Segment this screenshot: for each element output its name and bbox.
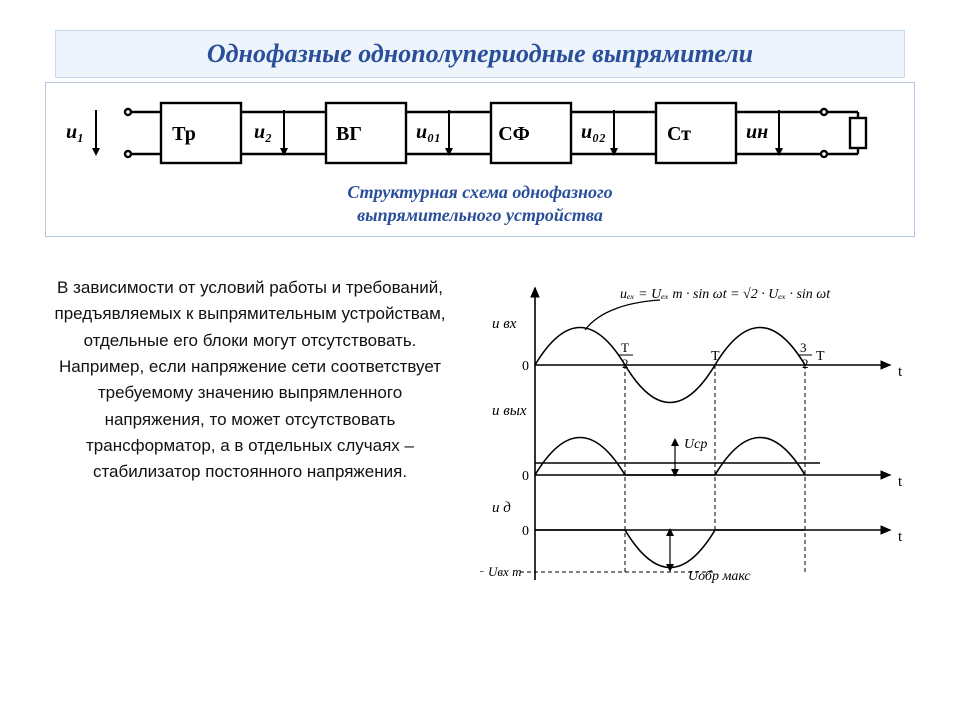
label-sf: СФ [498, 123, 530, 145]
top-ylabel: u вх [492, 316, 517, 332]
label-uh: uн [746, 121, 768, 143]
tick-32-T: T [816, 349, 825, 364]
waveform-graphs: u вх 0 t T 2 T 3 2 T [480, 280, 920, 600]
block-diagram-panel: u₁ Тр u₂ ВГ u₀₁ СФ u₀₂ Ст uн Структурная… [45, 82, 915, 237]
page-title: Однофазные однополупериодные выпрямители [55, 30, 905, 78]
mid-ylabel: u вых [492, 403, 527, 419]
label-u1: u₁ [66, 121, 84, 143]
mid-origin: 0 [522, 469, 529, 484]
block-diagram: u₁ Тр u₂ ВГ u₀₁ СФ u₀₂ Ст uн [66, 98, 896, 168]
bot-ylabel: u д [492, 500, 511, 516]
formula: uₑₓ = Uₑₓ m · sin ωt = √2 · Uₑₓ · sin ωt [620, 287, 831, 302]
mid-t: t [898, 474, 903, 490]
bot-t: t [898, 529, 903, 545]
label-vg: ВГ [336, 123, 362, 145]
block-diagram-caption: Структурная схема однофазного выпрямител… [46, 181, 914, 226]
bot-origin: 0 [522, 524, 529, 539]
tick-T: T [711, 349, 720, 364]
top-origin: 0 [522, 359, 529, 374]
tick-T2-top: T [621, 340, 629, 355]
top-t: t [898, 364, 903, 380]
label-u01: u₀₁ [416, 121, 441, 143]
label-tr: Тр [172, 123, 196, 145]
label-u2: u₂ [254, 121, 272, 143]
uobr-label: Uобр макс [688, 569, 751, 584]
caption-line1: Структурная схема однофазного [347, 182, 612, 202]
caption-line2: выпрямительного устройства [357, 205, 603, 225]
label-st: Ст [667, 123, 691, 145]
label-u02: u₀₂ [581, 121, 606, 143]
neg-uvxm: − Uвх m [480, 564, 521, 579]
body-paragraph: В зависимости от условий работы и требов… [50, 275, 450, 486]
ucp-label: Uср [684, 437, 707, 452]
tick-32-top: 3 [800, 340, 807, 355]
